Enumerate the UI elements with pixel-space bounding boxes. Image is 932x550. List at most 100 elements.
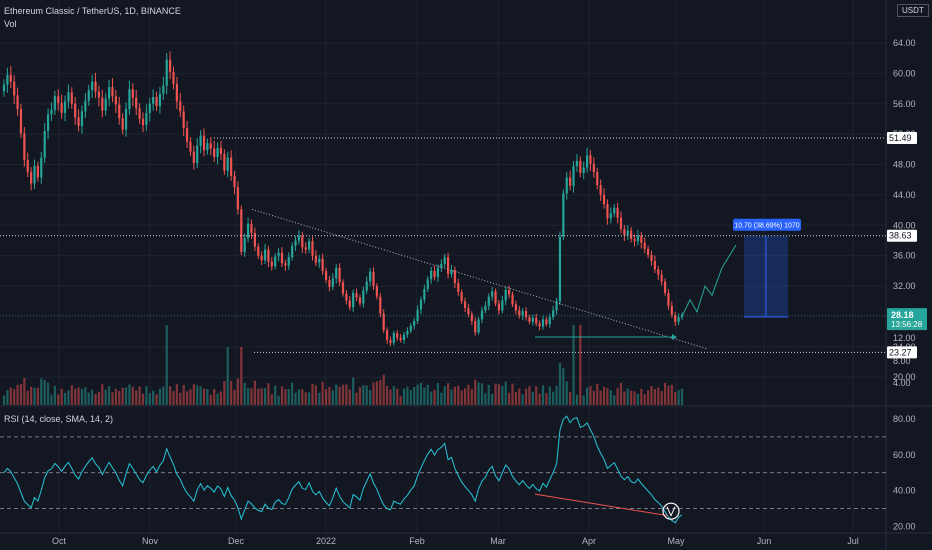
volume-bar [165,325,168,405]
volume-bar [2,395,6,405]
volume-bar [396,388,399,405]
candle-body [545,319,548,325]
volume-bar [53,385,56,405]
volume-bar [647,390,650,405]
volume-bar [616,388,619,405]
volume-bar [253,380,256,405]
volume-bar [419,382,423,405]
volume-label: Vol [4,19,17,29]
rsi-divergence-line [534,493,669,517]
candle-body [63,101,67,113]
volume-bar [304,392,307,405]
volume-bar [104,389,107,405]
candle-body [538,323,541,327]
volume-bar [294,392,297,405]
volume-bar [402,388,406,405]
volume-bar [331,390,334,405]
candle-body [569,177,572,186]
volume-bar [91,389,94,405]
candle-body [436,267,440,277]
candle-body [209,143,212,149]
volume-bar [277,395,280,405]
candle-body [202,135,206,151]
volume-bar [524,388,528,405]
volume-bar [301,389,304,405]
candle-body [162,85,165,94]
volume-bar [67,390,70,405]
candle-body [206,143,209,151]
volume-bar [263,388,267,405]
candle-body [280,252,284,264]
volume-bar [9,387,12,405]
candle-body [118,104,121,119]
candle-body [677,317,680,322]
volume-tick-label: 8.00 [893,356,911,366]
candle-body [291,245,294,258]
currency-badge[interactable]: USDT [897,4,929,17]
candle-body [324,270,328,280]
volume-bar [155,394,158,405]
countdown-label: 13:56:28 [891,320,923,329]
volume-bar [426,384,429,405]
volume-bar [385,385,389,405]
candle-body [287,257,290,266]
volume-bar [518,388,521,405]
candle-body [77,117,80,126]
candle-body [165,59,168,86]
candle-body [531,317,534,322]
candle-body [13,81,16,96]
volume-bar [199,386,202,405]
candle-body [636,235,640,242]
volume-bar [111,392,114,405]
candle-body [128,89,131,110]
volume-bar [677,390,680,405]
volume-bar [643,394,646,405]
candle-body [674,314,677,322]
candle-body [602,194,606,205]
candle-body [338,267,341,283]
volume-bar [308,392,311,405]
candle-body [399,337,402,340]
volume-bar [50,394,53,405]
candle-body [158,93,162,107]
candle-body [396,333,399,338]
candle-body [304,247,307,250]
volume-bar [487,384,490,405]
time-tick-label: Feb [409,536,425,546]
volume-bar [80,388,84,405]
rsi-check-mark [666,506,676,517]
volume-bar [314,385,317,405]
volume-bar [389,389,392,405]
volume-bar [362,385,365,405]
volume-bar [599,390,602,405]
candle-body [101,97,104,111]
candle-body [328,279,331,287]
price-level-label: 23.27 [889,347,912,357]
volume-bar [358,387,362,405]
rsi-tick-label: 40.00 [893,486,916,496]
volume-bar [267,383,270,405]
candle-body [426,279,429,290]
volume-bar [101,384,104,405]
volume-bar [446,383,450,405]
candle-body [33,166,36,184]
candle-body [453,270,456,284]
candle-body [57,96,60,103]
candle-body [277,252,280,257]
price-tick-label: 20.00 [893,372,916,382]
volume-bar [436,382,440,405]
candle-body [104,98,107,111]
time-tick-label: Apr [582,536,596,546]
volume-bar [26,390,29,405]
candle-body [430,270,433,280]
volume-bar [555,385,558,405]
candle-body [263,249,267,261]
volume-bar [528,386,531,405]
volume-bar [138,386,141,405]
candle-body [518,310,521,316]
volume-bar [124,387,128,405]
volume-bar [613,395,616,405]
volume-bar [63,392,67,405]
volume-bar [413,386,416,405]
